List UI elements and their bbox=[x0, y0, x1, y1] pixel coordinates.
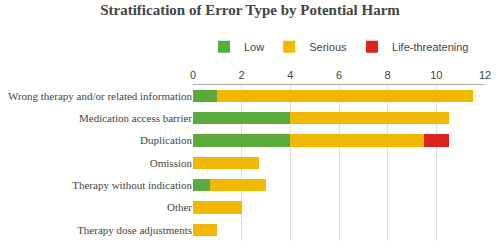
svg-text:Low: Low bbox=[244, 41, 264, 53]
svg-text:Therapy without indication: Therapy without indication bbox=[72, 179, 192, 191]
svg-text:Duplication: Duplication bbox=[140, 134, 192, 146]
svg-text:12: 12 bbox=[479, 69, 491, 81]
svg-text:8: 8 bbox=[385, 69, 391, 81]
svg-text:Therapy dose adjustments: Therapy dose adjustments bbox=[77, 224, 192, 236]
svg-text:2: 2 bbox=[239, 69, 245, 81]
svg-text:4: 4 bbox=[287, 69, 293, 81]
svg-text:10: 10 bbox=[430, 69, 442, 81]
svg-text:Other: Other bbox=[167, 201, 192, 213]
svg-text:Stratification of Error Type b: Stratification of Error Type by Potentia… bbox=[100, 2, 400, 18]
svg-text:Life-threatening: Life-threatening bbox=[392, 41, 468, 53]
svg-text:6: 6 bbox=[336, 69, 342, 81]
svg-text:Omission: Omission bbox=[150, 157, 193, 169]
svg-text:Wrong therapy and/or related i: Wrong therapy and/or related information bbox=[8, 90, 193, 102]
svg-text:Medication access barrier: Medication access barrier bbox=[79, 112, 192, 124]
svg-text:0: 0 bbox=[190, 69, 196, 81]
svg-text:Serious: Serious bbox=[309, 41, 347, 53]
